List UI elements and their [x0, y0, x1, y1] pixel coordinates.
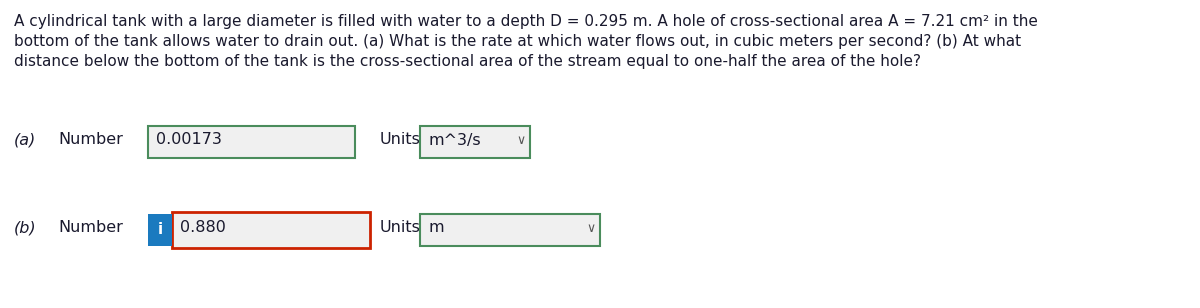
- Bar: [420, 126, 530, 158]
- Text: m^3/s: m^3/s: [428, 132, 481, 148]
- Bar: [148, 126, 355, 158]
- Text: 0.880: 0.880: [180, 221, 226, 236]
- Text: ∨: ∨: [586, 221, 595, 234]
- Text: Units: Units: [380, 132, 421, 148]
- Text: bottom of the tank allows water to drain out. (a) What is the rate at which wate: bottom of the tank allows water to drain…: [14, 34, 1021, 49]
- Text: distance below the bottom of the tank is the cross-sectional area of the stream : distance below the bottom of the tank is…: [14, 54, 922, 69]
- Text: Number: Number: [58, 221, 122, 236]
- Text: Units: Units: [380, 221, 421, 236]
- Text: m: m: [428, 221, 444, 236]
- Text: (b): (b): [14, 221, 37, 236]
- Text: ∨: ∨: [516, 133, 526, 147]
- Text: Number: Number: [58, 132, 122, 148]
- Text: i: i: [157, 222, 162, 237]
- Text: A cylindrical tank with a large diameter is filled with water to a depth D = 0.2: A cylindrical tank with a large diameter…: [14, 14, 1038, 29]
- Bar: [420, 214, 600, 246]
- Bar: [172, 212, 370, 248]
- Text: (a): (a): [14, 132, 36, 148]
- Text: 0.00173: 0.00173: [156, 132, 222, 148]
- Bar: [148, 214, 172, 246]
